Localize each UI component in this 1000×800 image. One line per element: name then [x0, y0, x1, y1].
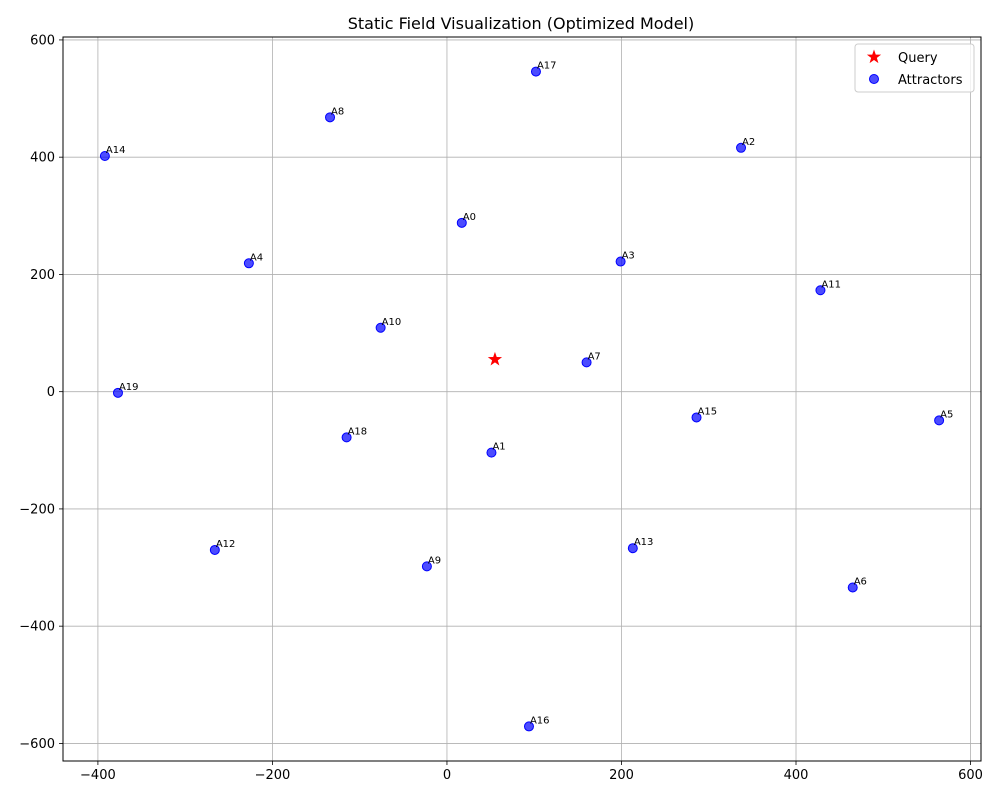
query-point [487, 351, 503, 366]
attractor-point [847, 582, 858, 593]
attractor-label: A5 [940, 409, 953, 420]
attractor-point [736, 142, 747, 153]
attractor-label: A13 [634, 537, 654, 548]
attractor-point [486, 447, 497, 458]
attractor-label: A19 [119, 382, 139, 393]
legend-marker-query [866, 49, 882, 64]
attractor-label: A17 [537, 61, 557, 72]
y-tick-label: −200 [19, 502, 55, 517]
attractor-point [523, 721, 534, 732]
legend-label: Attractors [898, 73, 963, 88]
grid [63, 37, 981, 761]
attractor-point [99, 151, 110, 162]
x-tick-label: −200 [255, 768, 291, 783]
attractor-label: A11 [821, 279, 841, 290]
attractor-point [615, 256, 626, 267]
y-tick-label: 0 [47, 385, 55, 400]
attractor-label: A16 [530, 715, 550, 726]
attractor-label: A6 [854, 576, 867, 587]
attractor-label: A12 [216, 539, 236, 550]
attractor-point [691, 412, 702, 423]
attractor-point [375, 322, 386, 333]
chart-title: Static Field Visualization (Optimized Mo… [348, 14, 695, 33]
attractor-label: A15 [698, 406, 718, 417]
attractor-point [341, 432, 352, 443]
attractor-point [112, 387, 123, 398]
legend-label: Query [898, 51, 938, 66]
attractor-point [627, 543, 638, 554]
attractor-label: A8 [331, 106, 344, 117]
legend-marker-attractors [869, 74, 879, 84]
attractor-label: A14 [106, 145, 126, 156]
y-tick-label: 600 [30, 33, 55, 48]
attractor-point [325, 112, 336, 123]
x-tick-label: −400 [80, 768, 116, 783]
plot-frame [62, 36, 982, 762]
attractor-label: A3 [622, 251, 635, 262]
attractor-point [934, 415, 945, 426]
data-points: A0 A1 A2 A3 A4 A5 A6 A7 A8 A9 A10 A11 A12 A13 A14 A15 A1… [99, 61, 953, 732]
y-tick-label: −600 [19, 737, 55, 752]
attractor-point [421, 561, 432, 572]
x-tick-label: 600 [958, 768, 983, 783]
attractor-label: A9 [428, 555, 441, 566]
attractor-label: A1 [492, 442, 505, 453]
axes: −400 −200 0 200 400 600 −600 −400 −200 0 200 400 600 [19, 33, 983, 783]
attractor-point [581, 357, 592, 368]
attractor-point [243, 258, 254, 269]
x-tick-label: 200 [609, 768, 634, 783]
legend: Query Attractors [854, 43, 975, 93]
x-tick-label: 0 [443, 768, 451, 783]
attractor-label: A18 [348, 426, 368, 437]
attractor-label: A4 [250, 252, 263, 263]
y-tick-label: −400 [19, 620, 55, 635]
y-tick-label: 200 [30, 268, 55, 283]
attractor-point [815, 285, 826, 296]
attractor-label: A10 [382, 317, 402, 328]
legend-box [854, 43, 975, 93]
attractor-point [209, 544, 220, 555]
attractor-point [456, 217, 467, 228]
attractor-label: A2 [742, 137, 755, 148]
attractor-label: A0 [463, 212, 476, 223]
attractor-point [530, 66, 541, 77]
attractor-label: A7 [588, 351, 601, 362]
x-tick-label: 400 [784, 768, 809, 783]
y-tick-label: 400 [30, 151, 55, 166]
